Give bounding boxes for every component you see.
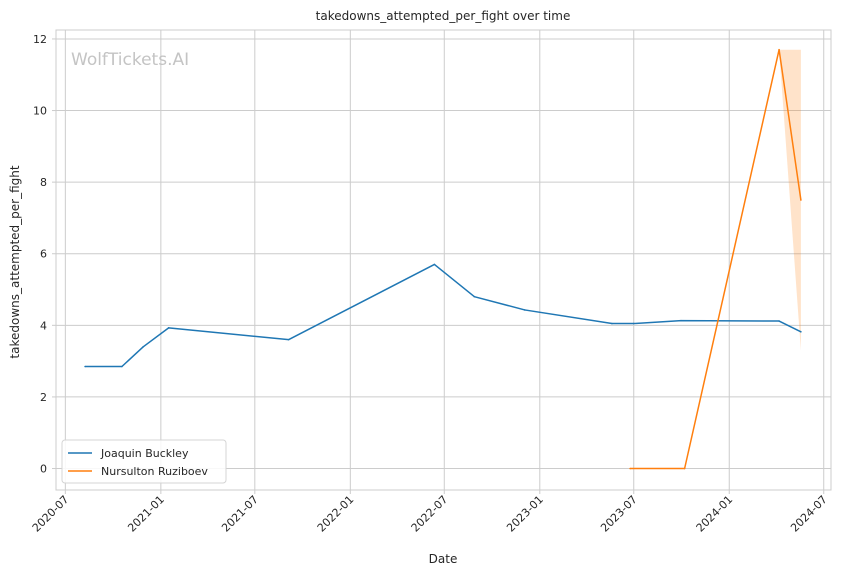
x-tick-label: 2020-07 bbox=[30, 493, 72, 535]
data-point-joaquin-buckley bbox=[84, 365, 86, 368]
x-tick-label: 2023-01 bbox=[504, 493, 546, 535]
y-tick-label: 10 bbox=[33, 105, 47, 118]
data-point-nursulton-ruziboev bbox=[683, 467, 686, 470]
chart-title: takedowns_attempted_per_fight over time bbox=[316, 9, 571, 23]
y-tick-label: 8 bbox=[40, 176, 47, 189]
data-point-joaquin-buckley bbox=[680, 319, 682, 322]
y-tick-label: 6 bbox=[40, 248, 47, 261]
data-point-nursulton-ruziboev bbox=[800, 199, 802, 201]
x-tick-label: 2024-07 bbox=[788, 493, 830, 535]
x-axis-title: Date bbox=[429, 552, 458, 566]
y-tick-label: 12 bbox=[33, 33, 47, 46]
watermark-text: WolfTickets.AI bbox=[71, 50, 189, 70]
plot-area bbox=[55, 29, 832, 491]
data-point-joaquin-buckley bbox=[523, 309, 526, 311]
data-point-joaquin-buckley bbox=[611, 322, 613, 325]
y-tick-label: 4 bbox=[40, 319, 47, 332]
data-point-joaquin-buckley bbox=[632, 322, 635, 325]
x-tick-label: 2024-01 bbox=[694, 493, 736, 535]
data-point-joaquin-buckley bbox=[778, 320, 780, 322]
data-point-nursulton-ruziboev bbox=[629, 467, 631, 470]
y-tick-labels: 0 2 4 6 8 10 12 bbox=[33, 33, 47, 476]
x-tick-label: 2023-07 bbox=[598, 493, 640, 535]
x-tick-label: 2022-01 bbox=[315, 493, 357, 535]
y-axis-title: takedowns_attempted_per_fight bbox=[8, 165, 22, 358]
x-tick-label: 2021-07 bbox=[219, 493, 261, 535]
data-point-joaquin-buckley bbox=[433, 263, 436, 266]
series-lines bbox=[84, 48, 802, 470]
legend: Joaquin Buckley Nursulton Ruziboev bbox=[61, 439, 227, 484]
data-point-joaquin-buckley bbox=[287, 338, 290, 341]
confidence-bands bbox=[779, 49, 801, 351]
x-tick-label: 2022-07 bbox=[409, 493, 451, 535]
series-line-nursulton-ruziboev bbox=[630, 48, 802, 470]
data-point-joaquin-buckley bbox=[800, 330, 802, 333]
legend-label-nursulton-ruziboev: Nursulton Ruziboev bbox=[101, 465, 208, 478]
y-tick-label: 0 bbox=[40, 463, 47, 476]
data-point-joaquin-buckley bbox=[473, 295, 476, 298]
legend-label-joaquin-buckley: Joaquin Buckley bbox=[100, 447, 189, 460]
data-point-nursulton-ruziboev bbox=[778, 48, 780, 51]
x-tick-labels: 2020-07 2021-01 2021-07 2022-01 2022-07 2023-… bbox=[30, 493, 830, 535]
legend-box bbox=[61, 439, 227, 484]
data-point-joaquin-buckley bbox=[121, 365, 123, 368]
data-point-joaquin-buckley bbox=[142, 346, 145, 348]
data-point-joaquin-buckley bbox=[167, 327, 170, 329]
y-tick-label: 2 bbox=[40, 391, 47, 404]
confidence-band-nursulton-ruziboev bbox=[779, 49, 801, 351]
x-tick-label: 2021-01 bbox=[125, 493, 167, 535]
